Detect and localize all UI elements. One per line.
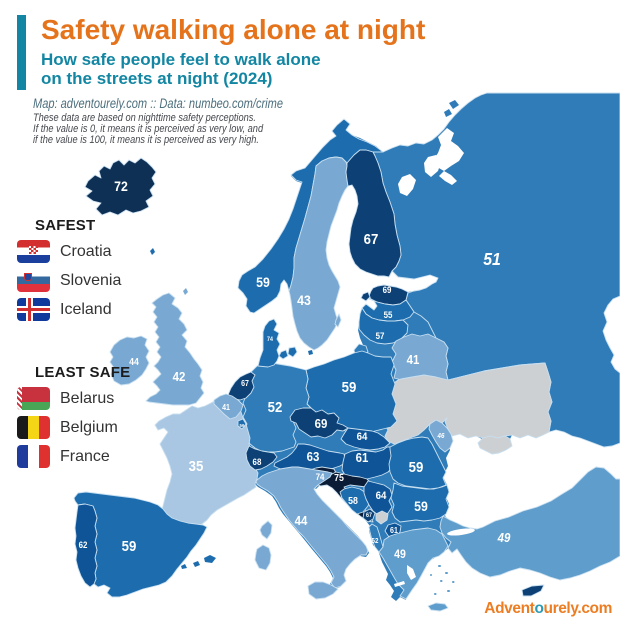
svg-text:59: 59 xyxy=(256,274,270,290)
svg-text:59: 59 xyxy=(122,537,137,554)
svg-text:56: 56 xyxy=(240,423,245,428)
svg-text:55: 55 xyxy=(384,310,393,321)
svg-text:46: 46 xyxy=(437,433,445,440)
svg-text:35: 35 xyxy=(189,457,204,474)
svg-text:72: 72 xyxy=(114,178,128,194)
svg-text:64: 64 xyxy=(357,432,368,444)
svg-text:41: 41 xyxy=(222,403,230,413)
svg-text:57: 57 xyxy=(376,331,385,342)
svg-text:74: 74 xyxy=(267,337,274,343)
svg-text:74: 74 xyxy=(316,472,325,483)
svg-text:59: 59 xyxy=(409,458,424,475)
svg-text:59: 59 xyxy=(414,498,428,514)
svg-text:52: 52 xyxy=(372,538,379,545)
svg-text:52: 52 xyxy=(268,398,283,415)
svg-text:67: 67 xyxy=(366,513,372,519)
svg-text:63: 63 xyxy=(307,449,320,464)
svg-text:75: 75 xyxy=(334,471,344,483)
svg-text:49: 49 xyxy=(394,548,406,561)
svg-text:67: 67 xyxy=(364,230,379,247)
svg-text:49: 49 xyxy=(497,530,511,545)
svg-text:64: 64 xyxy=(376,491,387,503)
svg-text:51: 51 xyxy=(483,249,501,269)
svg-text:44: 44 xyxy=(129,355,139,367)
svg-text:58: 58 xyxy=(348,494,358,506)
svg-text:69: 69 xyxy=(315,416,328,431)
svg-text:67: 67 xyxy=(241,379,249,389)
svg-text:41: 41 xyxy=(407,352,420,367)
svg-text:42: 42 xyxy=(173,369,186,384)
svg-text:62: 62 xyxy=(79,540,88,551)
svg-text:69: 69 xyxy=(383,285,392,296)
svg-text:59: 59 xyxy=(342,378,357,395)
svg-text:43: 43 xyxy=(297,292,311,308)
svg-text:61: 61 xyxy=(356,450,369,465)
svg-text:68: 68 xyxy=(253,457,262,468)
svg-text:44: 44 xyxy=(295,513,308,528)
svg-text:61: 61 xyxy=(390,526,398,536)
